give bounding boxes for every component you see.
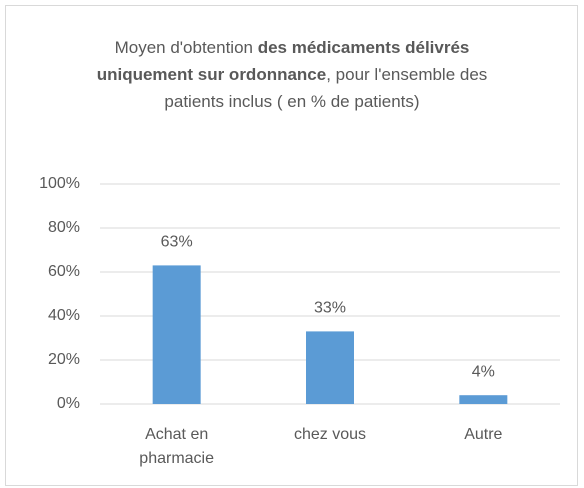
title-run: , pour l'ensemble des patients inclus ( … (164, 65, 488, 111)
value-label: 33% (314, 300, 346, 317)
y-tick-label: 0% (57, 395, 80, 412)
y-tick-label: 100% (39, 175, 80, 192)
chart-title: Moyen d'obtention des médicaments délivr… (92, 34, 492, 115)
y-tick-label: 40% (48, 307, 80, 324)
bar (306, 331, 354, 404)
title-run: des médicaments délivrés uniquement sur … (96, 38, 470, 84)
y-tick-label: 60% (48, 263, 80, 280)
x-tick-label: Achat en pharmacie (139, 426, 214, 467)
bar (459, 395, 508, 404)
title-run: Moyen d'obtention (114, 38, 258, 57)
value-label: 4% (472, 363, 495, 380)
chart-border (5, 5, 578, 486)
y-tick-label: 80% (48, 219, 80, 236)
x-tick-label: Autre (464, 426, 503, 443)
y-tick-label: 20% (48, 351, 80, 368)
value-label: 63% (161, 234, 193, 251)
bar (152, 265, 201, 404)
x-tick-label: chez vous (293, 426, 367, 443)
